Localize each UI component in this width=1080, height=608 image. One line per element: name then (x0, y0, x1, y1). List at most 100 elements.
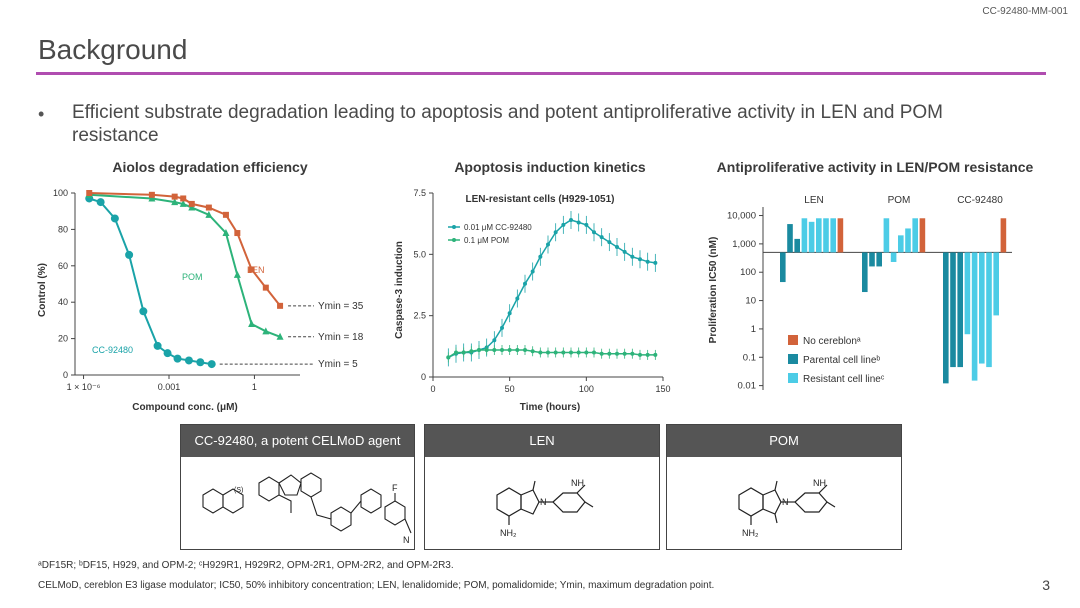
chart3-bar (823, 218, 829, 253)
pom-nh-label: NH (813, 478, 826, 488)
footnote-cell-lines: ᵃDF15R; ᵇDF15, H929, and OPM-2; ᶜH929R1,… (38, 560, 454, 571)
chart1-x-label: Compound conc. (μM) (132, 402, 238, 413)
chart1-point (180, 195, 187, 202)
chart3-bar (971, 252, 978, 381)
chart2-point (500, 325, 504, 330)
chart1-point (234, 230, 241, 237)
chart2-point (645, 259, 650, 264)
chart1-point (248, 266, 255, 273)
slide-title: Background (38, 34, 188, 65)
chart1-point (277, 302, 284, 309)
chart3-y-label: Proliferation IC50 (nM) (708, 237, 719, 344)
chart3-bar (876, 252, 882, 267)
chart2-point (515, 348, 520, 353)
chart2-point (569, 217, 573, 222)
chart1-series-label-cc92480: CC-92480 (92, 345, 133, 355)
chart2-point (523, 348, 527, 353)
cc92480-f-label: F (392, 483, 398, 493)
chart3-bar (912, 218, 918, 253)
chart1-point (171, 193, 178, 200)
structure-header-cc92480: CC-92480, a potent CELMoD agent (181, 425, 414, 457)
chart2-y-label: Caspase-3 induction (394, 241, 405, 339)
len-structure-drawing: NH N NH₂ (496, 478, 594, 538)
bullet-text: Efficient substrate degradation leading … (72, 102, 944, 146)
chart2-point (607, 240, 612, 245)
chart1-point (171, 198, 179, 206)
legend-no-cereblon: No cereblonᵃ (803, 336, 861, 347)
chart2-point (484, 348, 489, 353)
chart1-series-label-len: LEN (247, 265, 265, 275)
chart2-point (592, 350, 596, 355)
chart2-point (546, 242, 550, 247)
chart3-bar (883, 218, 890, 253)
chart2-point (530, 269, 535, 274)
chart1-point (188, 200, 195, 207)
chart3-y-tick-label: 1,000 (732, 239, 756, 250)
chart3-bar (869, 252, 875, 267)
chart1-point (262, 284, 269, 291)
chart1-x-tick-label: 0.001 (158, 382, 181, 392)
chart3-bar (837, 218, 844, 253)
chart2-point (446, 355, 451, 360)
chart3-bar (1000, 218, 1007, 253)
chart1-point (205, 210, 213, 218)
antiproliferative-chart: 0.01 0.1 1 10 100 1,000 10,000 LEN POM CC-9248… (708, 195, 1012, 392)
chart1-point (188, 203, 196, 211)
chart2-point (553, 350, 558, 355)
chart1-curve-2 (89, 192, 281, 307)
chart2-point (576, 350, 581, 355)
chart3-y-tick-label: 10 (745, 296, 756, 307)
chart2-point (653, 352, 658, 357)
len-nh2-label: NH₂ (500, 528, 517, 538)
chart2-point (507, 348, 512, 353)
chart1-point (233, 270, 241, 278)
chart2-point (553, 230, 558, 235)
chart3-bar (979, 252, 985, 364)
chart1-point (148, 194, 156, 202)
structure-box-pom: POM NH N NH₂ (666, 424, 902, 550)
chart3-bar (943, 252, 949, 384)
chart3-y-tick-label: 100 (740, 267, 756, 278)
chart1-point (207, 360, 216, 369)
chart3-bar (919, 218, 926, 253)
chart3-group-len: LEN (804, 195, 823, 206)
chart2-legend-pom: 0.1 μM POM (464, 236, 509, 245)
aiolos-degradation-chart: 0 20 40 60 80 100 1 × 10⁻⁶ 0.001 1 Ymin = 5 Ymin … (37, 188, 364, 413)
chart2-line-0 (447, 219, 656, 359)
chart1-point (153, 341, 162, 350)
chart2-subtitle: LEN-resistant cells (H929-1051) (466, 194, 615, 205)
structure-header-pom: POM (667, 425, 901, 457)
chart2-point (515, 296, 520, 301)
chart3-bar (801, 218, 808, 253)
chart1-y-tick-label: 0 (63, 370, 68, 380)
chart2-point (653, 260, 658, 265)
chart3-legend: No cereblonᵃ Parental cell lineᵇ Resista… (788, 335, 885, 385)
chart2-x-label: Time (hours) (520, 402, 580, 413)
chart2-point (615, 351, 619, 356)
chart2-point (538, 254, 543, 259)
chart2-point (469, 349, 474, 354)
pom-nh2-label: NH₂ (742, 528, 759, 538)
legend-parental: Parental cell lineᵇ (803, 355, 880, 366)
chart2-point (530, 349, 535, 354)
chart3-bar (816, 218, 822, 253)
chart2-point (546, 350, 550, 355)
chart1-point (163, 349, 172, 358)
chart2-point (454, 350, 458, 355)
chart3-y-tick-label: 1 (751, 324, 756, 335)
chart3-y-tick-label: 0.1 (743, 352, 756, 363)
structure-header-len: LEN (425, 425, 659, 457)
chart2-x-tick-label: 0 (430, 384, 435, 394)
chart3-bar (830, 218, 836, 253)
chart1-point (276, 332, 284, 340)
chart2-point (630, 254, 635, 259)
chart3-bar (787, 224, 793, 253)
title-underline (36, 72, 1046, 75)
pom-structure-drawing: NH N NH₂ (738, 478, 836, 538)
chart3-bar (986, 252, 992, 368)
chart2-point (500, 348, 504, 353)
chart3-group-cc: CC-92480 (957, 195, 1003, 206)
chart2-point (584, 350, 589, 355)
chart2-x-tick-label: 50 (505, 384, 515, 394)
chart2-point (638, 257, 642, 262)
